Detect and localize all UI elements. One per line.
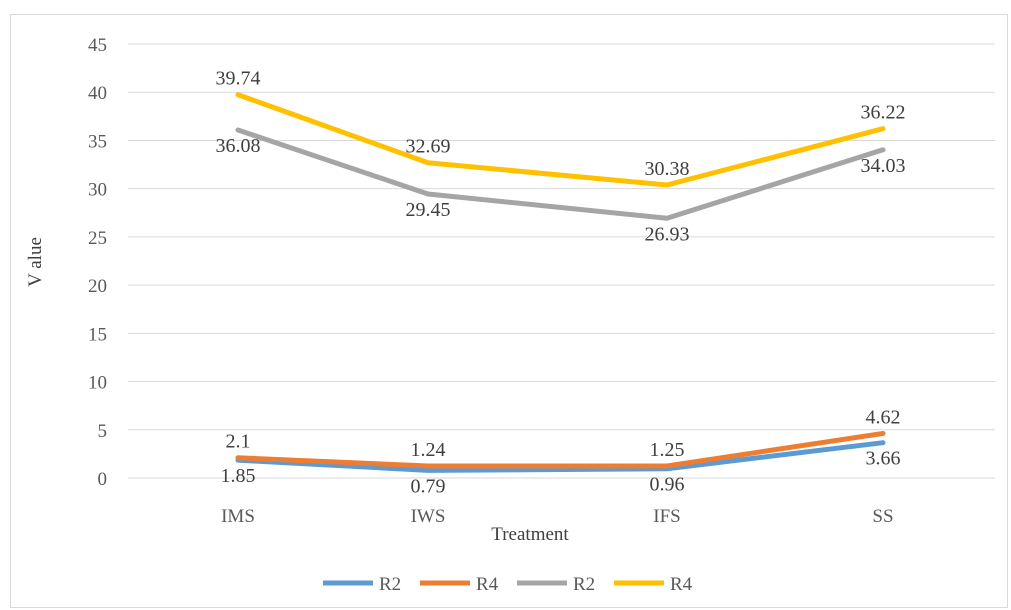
data-label: 4.62 xyxy=(866,406,901,428)
data-label: 0.96 xyxy=(650,474,685,496)
series-lines xyxy=(235,92,886,473)
chart-frame xyxy=(10,14,1008,608)
data-label: 32.69 xyxy=(406,136,451,158)
legend: R2 R4 R2 R4 xyxy=(323,574,693,595)
series-line xyxy=(235,440,886,473)
y-tick-label: 25 xyxy=(88,228,107,249)
data-label: 36.22 xyxy=(861,102,906,124)
y-tick-label: 45 xyxy=(88,35,107,56)
gridlines xyxy=(128,43,995,479)
x-category-label: IMS xyxy=(221,506,255,527)
data-label: 1.24 xyxy=(411,439,446,461)
data-label: 36.08 xyxy=(216,135,261,157)
data-label: 2.1 xyxy=(226,431,251,453)
y-axis-title: V alue xyxy=(25,237,46,287)
data-label: 0.79 xyxy=(411,475,446,497)
x-category-label: SS xyxy=(872,506,893,527)
legend-entry-label: R2 xyxy=(573,574,595,595)
x-axis-title: Treatment xyxy=(491,524,569,545)
y-tick-label: 35 xyxy=(88,131,107,152)
y-tick-label: 30 xyxy=(88,180,107,201)
legend-entry-label: R2 xyxy=(379,574,401,595)
series-line xyxy=(235,92,886,188)
data-label: 34.03 xyxy=(861,155,906,177)
data-label: 3.66 xyxy=(866,448,901,470)
data-label: 26.93 xyxy=(645,223,690,245)
data-label: 1.25 xyxy=(650,439,685,461)
data-label: 1.85 xyxy=(221,465,256,487)
series-line xyxy=(235,127,886,221)
y-tick-label: 15 xyxy=(88,324,107,345)
x-axis-categories: IMS IWS IFS SS xyxy=(221,506,893,527)
x-category-label: IWS xyxy=(411,506,446,527)
series-line xyxy=(235,430,886,469)
data-labels: 1.85 0.79 0.96 3.66 2.1 1.24 1.25 4.62 36.08 29.4… xyxy=(216,68,906,498)
y-tick-label: 20 xyxy=(88,276,107,297)
y-tick-label: 10 xyxy=(88,373,107,394)
y-tick-label: 0 xyxy=(98,469,108,490)
y-tick-label: 5 xyxy=(98,421,108,442)
y-tick-label: 40 xyxy=(88,83,107,104)
legend-entry-label: R4 xyxy=(670,574,693,595)
legend-entry-label: R4 xyxy=(476,574,499,595)
x-category-label: IFS xyxy=(653,506,680,527)
data-label: 39.74 xyxy=(216,68,261,90)
y-axis-ticks: 0 5 10 15 20 25 30 35 40 45 xyxy=(88,35,107,490)
data-label: 30.38 xyxy=(645,158,690,180)
data-label: 29.45 xyxy=(406,199,451,221)
